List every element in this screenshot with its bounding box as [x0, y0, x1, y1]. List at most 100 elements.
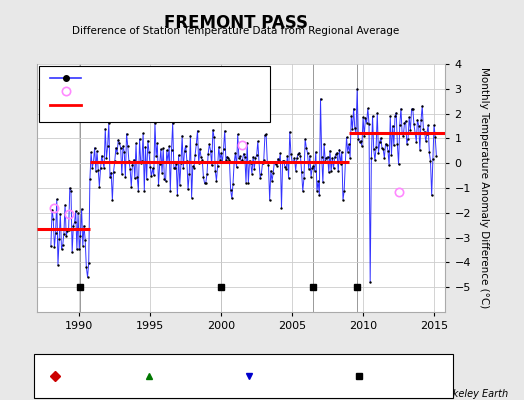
Point — [140, 188, 148, 194]
Point — [162, 147, 171, 154]
Point — [335, 146, 344, 153]
Point — [66, 185, 74, 191]
Point — [55, 236, 63, 242]
Point — [174, 152, 183, 158]
Point — [208, 162, 216, 169]
Point — [137, 160, 145, 166]
Point — [417, 117, 425, 123]
Point — [305, 152, 314, 159]
Point — [147, 173, 156, 180]
Point — [121, 174, 129, 180]
Point — [49, 216, 58, 222]
Point — [191, 152, 199, 158]
Text: Berkeley Earth: Berkeley Earth — [436, 389, 508, 399]
Point — [130, 175, 139, 182]
Point — [181, 142, 190, 149]
Point — [258, 160, 267, 166]
Point — [432, 153, 441, 160]
Point — [261, 132, 269, 138]
Point — [360, 133, 368, 139]
Point — [269, 170, 277, 176]
Point — [153, 140, 161, 147]
Point — [410, 121, 418, 128]
Point — [179, 165, 188, 172]
Point — [304, 166, 313, 172]
Point — [274, 156, 282, 162]
Point — [110, 168, 118, 175]
Point — [222, 157, 230, 164]
Point — [106, 174, 114, 181]
Point — [165, 143, 173, 150]
Point — [390, 142, 398, 148]
Point — [47, 243, 55, 250]
Point — [396, 122, 404, 128]
Point — [81, 236, 90, 243]
Point — [78, 206, 86, 212]
Point — [152, 153, 160, 160]
Text: Difference of Station Temperature Data from Regional Average: Difference of Station Temperature Data f… — [72, 26, 399, 36]
Point — [213, 163, 222, 169]
Point — [193, 128, 202, 134]
Point — [326, 148, 334, 154]
Point — [210, 134, 219, 141]
Point — [409, 106, 417, 112]
Point — [275, 158, 283, 164]
Point — [230, 159, 238, 166]
Point — [190, 164, 198, 171]
Point — [276, 150, 285, 157]
Point — [158, 170, 166, 176]
Point — [257, 170, 266, 177]
Point — [407, 106, 416, 112]
Point — [369, 146, 378, 153]
Point — [145, 149, 153, 155]
Point — [347, 113, 355, 119]
Point — [82, 264, 91, 270]
Point — [270, 159, 279, 165]
Point — [430, 122, 438, 128]
Point — [192, 140, 201, 147]
Point — [138, 158, 146, 164]
Point — [199, 174, 208, 180]
Point — [378, 145, 386, 152]
Point — [176, 182, 184, 188]
Point — [177, 160, 185, 167]
Point — [108, 197, 116, 204]
Point — [93, 148, 101, 154]
Point — [220, 146, 228, 152]
Point — [364, 105, 372, 112]
Point — [379, 146, 387, 153]
Point — [149, 172, 158, 178]
Point — [198, 156, 206, 163]
Point — [374, 150, 383, 156]
Point — [202, 180, 210, 186]
Point — [385, 162, 394, 169]
Point — [164, 159, 172, 165]
Point — [428, 192, 436, 199]
Point — [236, 153, 244, 160]
Point — [339, 196, 347, 203]
Point — [398, 130, 406, 136]
Point — [161, 178, 170, 184]
Point — [57, 246, 66, 252]
Point — [60, 230, 68, 237]
Point — [141, 144, 150, 150]
Point — [363, 120, 371, 126]
Point — [322, 154, 331, 161]
Point — [368, 113, 377, 119]
Point — [303, 150, 312, 156]
Point — [183, 157, 191, 164]
Point — [359, 114, 367, 121]
Point — [345, 141, 353, 148]
Point — [151, 120, 159, 126]
Point — [102, 155, 111, 162]
Point — [411, 130, 419, 136]
Point — [146, 164, 155, 170]
Point — [75, 246, 83, 252]
Point — [341, 159, 350, 166]
Point — [302, 144, 311, 151]
Point — [416, 146, 424, 153]
Point — [107, 169, 115, 176]
Point — [116, 145, 125, 151]
Point — [331, 154, 339, 160]
Point — [195, 146, 204, 152]
